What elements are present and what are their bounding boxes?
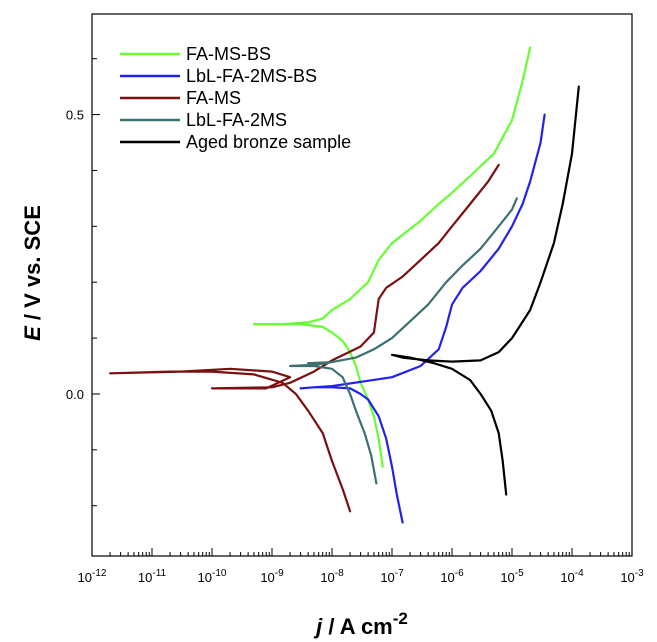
x-tick-label: 10-6 bbox=[440, 568, 464, 585]
series-line-3 bbox=[289, 197, 518, 485]
plot-area bbox=[91, 13, 633, 557]
x-tick-label: 10-12 bbox=[78, 568, 107, 585]
series-line-1 bbox=[299, 113, 546, 524]
series-line-2 bbox=[109, 163, 500, 513]
legend-label: LbL-FA-2MS-BS bbox=[186, 66, 317, 86]
x-tick-label: 10-10 bbox=[198, 568, 227, 585]
x-tick-label: 10-8 bbox=[320, 568, 344, 585]
plot-frame bbox=[91, 13, 633, 557]
x-tick-label: 10-3 bbox=[620, 568, 644, 585]
x-tick-label: 10-4 bbox=[560, 568, 584, 585]
y-tick-label: 0.0 bbox=[66, 387, 84, 402]
x-tick-label: 10-9 bbox=[260, 568, 284, 585]
legend-label: FA-MS-BS bbox=[186, 44, 271, 64]
y-axis-title: E / V vs. SCE bbox=[20, 205, 45, 341]
y-tick-label: 0.5 bbox=[66, 108, 84, 123]
legend-label: FA-MS bbox=[186, 88, 241, 108]
x-axis-title: j / A cm-2 bbox=[313, 609, 408, 639]
series-line-4 bbox=[390, 85, 580, 496]
x-tick-label: 10-5 bbox=[500, 568, 524, 585]
series-line-0 bbox=[252, 46, 532, 468]
legend-label: LbL-FA-2MS bbox=[186, 110, 287, 130]
x-tick-label: 10-7 bbox=[380, 568, 404, 585]
tick-group: 10-12 10-11 10-10 10-9 10-8 10-7 10-6 10-5 10-4 1… bbox=[66, 58, 644, 585]
legend: FA-MS-BSLbL-FA-2MS-BSFA-MSLbL-FA-2MSAged… bbox=[120, 44, 351, 152]
curve-group bbox=[109, 46, 580, 524]
x-tick-label: 10-11 bbox=[138, 568, 167, 585]
legend-label: Aged bronze sample bbox=[186, 132, 351, 152]
